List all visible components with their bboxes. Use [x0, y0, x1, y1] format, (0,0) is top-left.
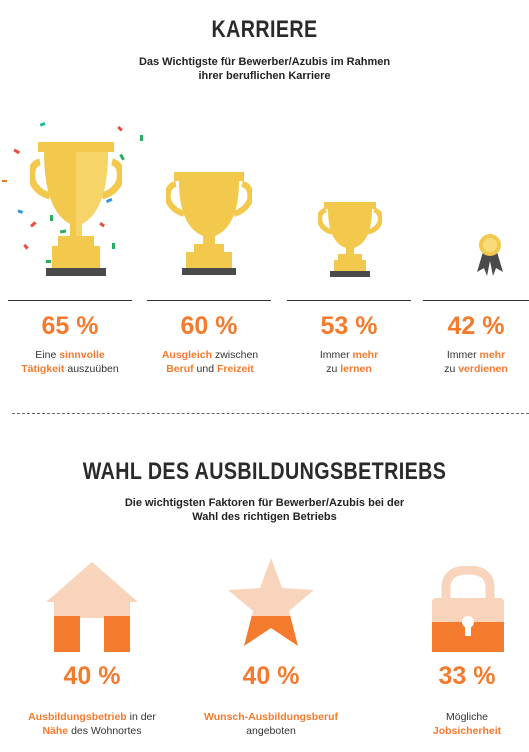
- medal-rosette-icon: [477, 234, 503, 276]
- section-separator: [12, 413, 529, 414]
- stat-caption: Immer mehr zu lernen: [319, 349, 379, 375]
- stat-caption: Wunsch-Ausbildungsberuf angeboten: [204, 711, 338, 737]
- trophy-small-icon: [318, 202, 382, 277]
- divider-line: [8, 300, 132, 301]
- stat-percent: 53 %: [320, 312, 378, 340]
- stat-percent: 33 %: [438, 662, 496, 690]
- stat-caption: Mögliche Jobsicherheit: [432, 711, 502, 737]
- section1-title: KARRIERE: [211, 16, 318, 43]
- divider-line: [423, 300, 529, 301]
- divider-line: [147, 300, 271, 301]
- stat-caption: Ausbildungsbetrieb in der Nähe des Wohno…: [28, 711, 156, 737]
- house-icon: [46, 562, 138, 652]
- star-icon: [228, 558, 314, 646]
- padlock-icon: [432, 566, 504, 652]
- stat-percent: 42 %: [447, 312, 505, 340]
- section1-subtitle: Das Wichtigste für Bewerber/Azubis im Ra…: [138, 56, 391, 82]
- section2-subtitle: Die wichtigsten Faktoren für Bewerber/Az…: [124, 497, 405, 523]
- stat-percent: 40 %: [242, 662, 300, 690]
- stat-percent: 40 %: [63, 662, 121, 690]
- stat-caption: Ausgleich zwischen Beruf und Freizeit: [161, 349, 259, 375]
- stat-caption: Immer mehr zu verdienen: [444, 349, 508, 375]
- stat-caption: Eine sinnvolle Tätigkeit auszuüben: [21, 349, 119, 375]
- stat-percent: 60 %: [180, 312, 238, 340]
- section2-title: WAHL DES AUSBILDUNGSBETRIEBS: [82, 458, 447, 485]
- trophy-large-icon: [30, 142, 122, 276]
- trophy-medium-icon: [166, 172, 252, 275]
- stat-percent: 65 %: [41, 312, 99, 340]
- divider-line: [287, 300, 411, 301]
